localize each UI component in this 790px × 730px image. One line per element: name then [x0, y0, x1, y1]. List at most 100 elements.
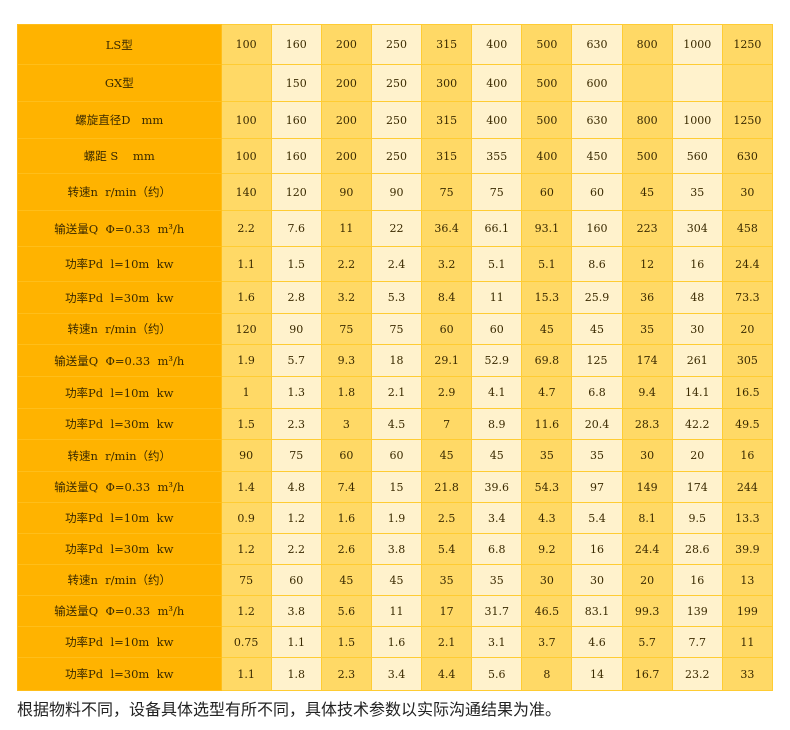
table-cell: 22 [370, 210, 423, 247]
table-cell: 1.1 [220, 246, 272, 282]
table-row: GX型 150 200 250 300 400 500 600 [17, 64, 774, 102]
table-cell: 100 [220, 101, 272, 139]
table-cell: 630 [571, 24, 623, 65]
table-cell: 1.2 [220, 595, 272, 627]
table-cell: 15.3 [521, 281, 573, 314]
table-cell: 1250 [721, 24, 774, 65]
table-cell: 2.2 [220, 210, 272, 247]
table-cell: 560 [671, 138, 723, 174]
table-cell: 300 [421, 64, 473, 102]
table-cell: 1.1 [220, 657, 272, 691]
table-cell [671, 64, 723, 102]
table-cell: 4.1 [471, 376, 523, 409]
table-cell: 16 [571, 533, 623, 565]
table-cell: 24.4 [621, 533, 673, 565]
table-cell: 1.5 [270, 246, 322, 282]
table-row: 功率Pd l=10m kw 0.9 1.2 1.6 1.9 2.5 3.4 4.3 5.4 8.1… [17, 502, 774, 534]
table-cell: 125 [571, 344, 623, 377]
table-cell: 2.3 [320, 657, 372, 691]
table-cell: 45 [421, 439, 473, 472]
table-row: 功率Pd l=10m kw 1.1 1.5 2.2 2.4 3.2 5.1 5.1 8.6 12 1… [17, 246, 774, 282]
table-cell: 8 [521, 657, 573, 691]
table-cell: 315 [421, 138, 473, 174]
table-cell: 23.2 [671, 657, 723, 691]
table-cell: 30 [721, 173, 774, 211]
table-cell: 54.3 [521, 471, 573, 503]
table-cell: 93.1 [521, 210, 573, 247]
table-cell: 45 [471, 439, 523, 472]
table-cell: 1.3 [270, 376, 322, 409]
table-cell: 1.9 [370, 502, 423, 534]
table-cell: 46.5 [521, 595, 573, 627]
table-cell: 60 [270, 564, 322, 596]
table-cell: 75 [421, 173, 473, 211]
table-cell: 45 [320, 564, 372, 596]
table-cell: 450 [571, 138, 623, 174]
table-cell: 304 [671, 210, 723, 247]
table-cell: 5.7 [270, 344, 322, 377]
table-cell: 60 [421, 313, 473, 345]
table-cell: 3.2 [320, 281, 372, 314]
table-cell: 20 [671, 439, 723, 472]
table-cell: 1.2 [270, 502, 322, 534]
table-cell: 3.8 [270, 595, 322, 627]
row-label: GX型 [17, 64, 222, 102]
table-cell: 160 [270, 101, 322, 139]
table-cell: 31.7 [471, 595, 523, 627]
row-label: 转速n r/min（约） [17, 313, 222, 345]
table-cell: 0.75 [220, 626, 272, 658]
table-cell: 1.2 [220, 533, 272, 565]
table-cell: 30 [621, 439, 673, 472]
table-cell: 200 [320, 138, 372, 174]
table-cell: 1000 [671, 101, 723, 139]
table-cell: 60 [471, 313, 523, 345]
table-cell: 35 [471, 564, 523, 596]
table-cell: 160 [571, 210, 623, 247]
table-cell: 7.6 [270, 210, 322, 247]
table-cell: 33 [721, 657, 774, 691]
table-cell: 100 [220, 138, 272, 174]
table-cell: 199 [721, 595, 774, 627]
table-cell: 174 [621, 344, 673, 377]
row-label: 功率Pd l=30m kw [17, 281, 222, 314]
table-cell: 630 [721, 138, 774, 174]
table-cell: 30 [571, 564, 623, 596]
table-cell: 20.4 [571, 408, 623, 440]
table-cell: 2.4 [370, 246, 423, 282]
table-cell: 15 [370, 471, 423, 503]
row-label: 输送量Q Φ=0.33 m³/h [17, 471, 222, 503]
table-cell: 120 [220, 313, 272, 345]
table-cell: 17 [421, 595, 473, 627]
table-cell: 11.6 [521, 408, 573, 440]
table-cell: 200 [320, 24, 372, 65]
table-cell: 3.4 [370, 657, 423, 691]
table-cell: 5.3 [370, 281, 423, 314]
table-cell: 16.5 [721, 376, 774, 409]
table-cell: 4.6 [571, 626, 623, 658]
row-label: 功率Pd l=10m kw [17, 246, 222, 282]
table-cell: 7.7 [671, 626, 723, 658]
table-cell: 60 [370, 439, 423, 472]
table-cell: 28.3 [621, 408, 673, 440]
table-cell: 2.8 [270, 281, 322, 314]
table-cell: 45 [370, 564, 423, 596]
table-cell: 73.3 [721, 281, 774, 314]
table-cell: 13.3 [721, 502, 774, 534]
table-cell: 45 [621, 173, 673, 211]
table-cell: 5.4 [571, 502, 623, 534]
table-cell: 2.9 [421, 376, 473, 409]
table-row: 功率Pd l=10m kw 0.75 1.1 1.5 1.6 2.1 3.1 3.7 4.6 5.… [17, 626, 774, 658]
table-cell: 800 [621, 24, 673, 65]
row-label: 功率Pd l=10m kw [17, 376, 222, 409]
table-cell: 1250 [721, 101, 774, 139]
table-cell: 45 [521, 313, 573, 345]
table-cell: 11 [721, 626, 774, 658]
table-cell: 39.6 [471, 471, 523, 503]
table-cell: 1.8 [270, 657, 322, 691]
table-cell: 75 [270, 439, 322, 472]
table-cell [721, 64, 774, 102]
table-cell: 25.9 [571, 281, 623, 314]
table-cell: 24.4 [721, 246, 774, 282]
table-cell: 16.7 [621, 657, 673, 691]
table-row: 输送量Q Φ=0.33 m³/h 2.2 7.6 11 22 36.4 66.1 93.1 16… [17, 210, 774, 247]
